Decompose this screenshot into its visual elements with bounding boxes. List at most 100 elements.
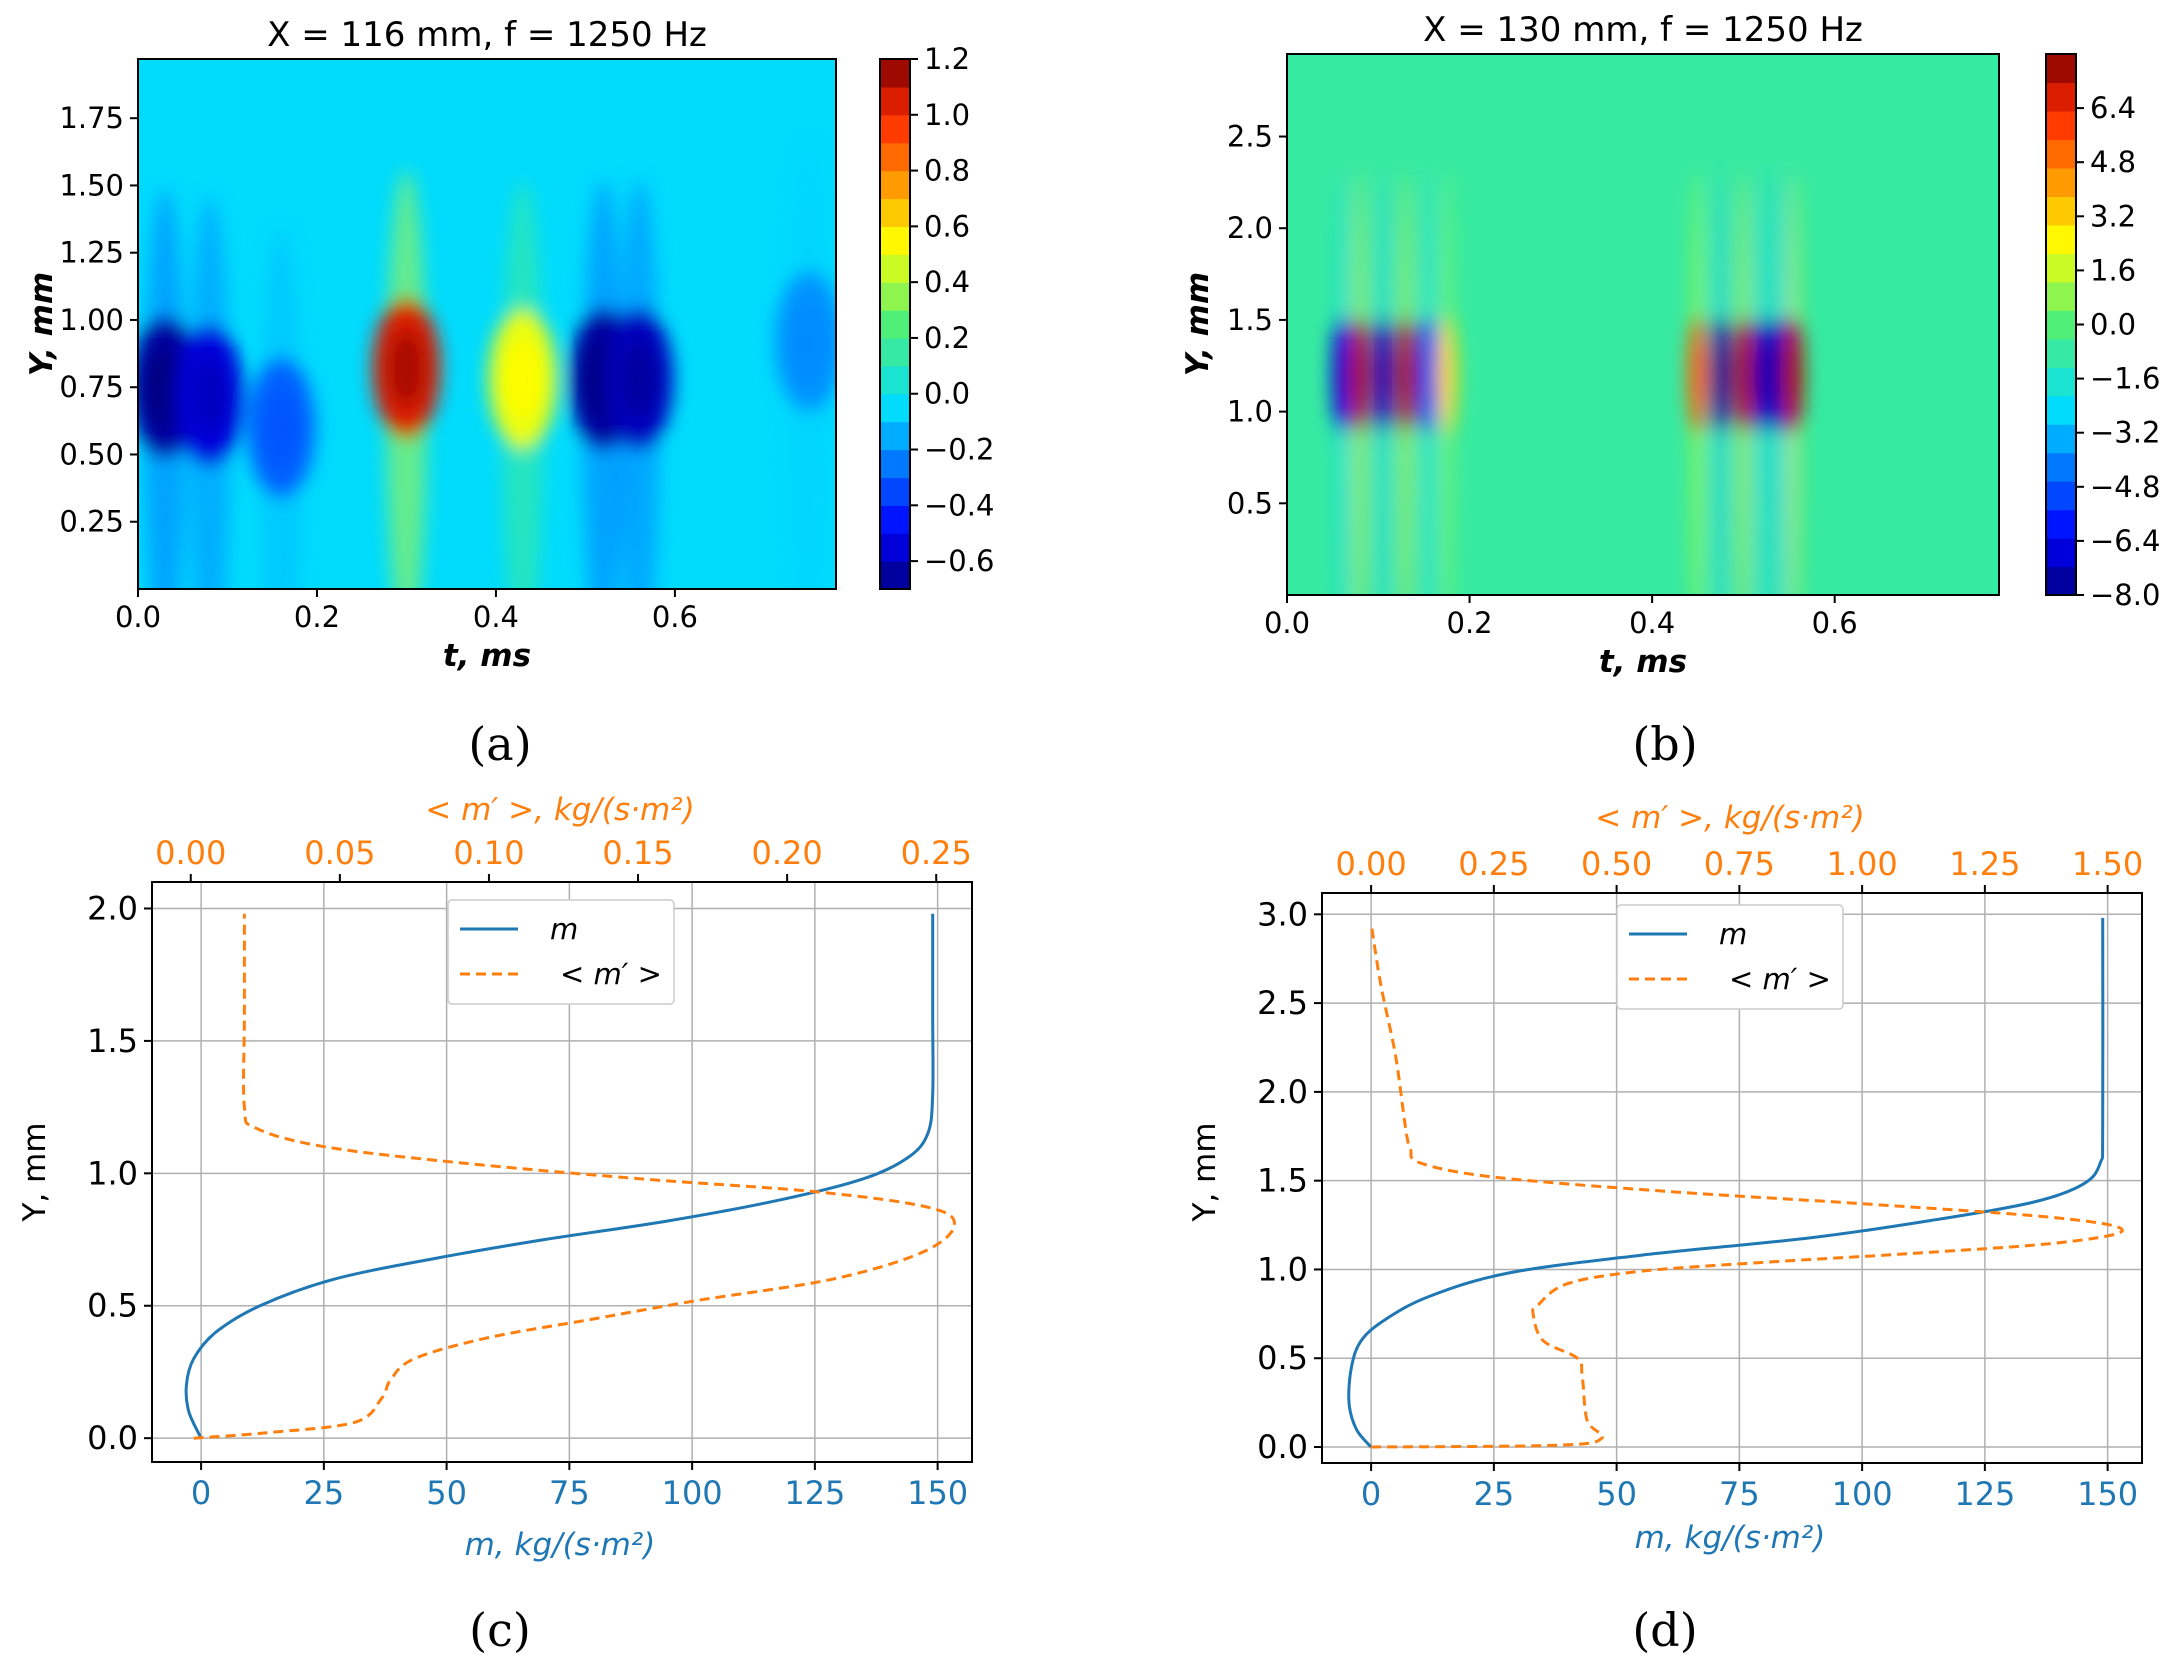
chart-d-top-xtick-label: 0.75 xyxy=(1704,845,1775,883)
chart-a-colorbar-band xyxy=(880,310,910,339)
chart-a-colorbar-label: 1.0 xyxy=(924,98,970,132)
chart-b-colorbar-label: 3.2 xyxy=(2090,199,2136,233)
chart-a-colorbar-band xyxy=(880,561,910,590)
chart-a-colorbar-band xyxy=(880,505,910,534)
chart-a-colorbar-label: 0.0 xyxy=(924,377,970,411)
chart-d-legend-label-m: m xyxy=(1719,917,1747,951)
chart-a-ytick-label: 0.75 xyxy=(59,370,124,404)
chart-b-feature-core xyxy=(1377,341,1389,408)
chart-c-series-mprime xyxy=(193,913,956,1440)
chart-a-xtick-label: 0.0 xyxy=(115,600,161,634)
chart-b-ylabel: Y, mm xyxy=(1180,272,1216,377)
chart-a-feature-core xyxy=(387,329,426,407)
chart-a-feature-core xyxy=(620,340,658,418)
chart-d-top-xtick-label: 1.25 xyxy=(1949,845,2020,883)
chart-d-xtick-label: 100 xyxy=(1832,1475,1893,1513)
chart-c-xtick-label: 100 xyxy=(662,1474,723,1512)
chart-b-xtick-label: 0.0 xyxy=(1264,606,1310,640)
chart-b-colorbar-label: 4.8 xyxy=(2090,145,2136,179)
chart-b-feature-core xyxy=(1422,341,1434,408)
chart-b-colorbar-band xyxy=(2046,481,2076,511)
chart-a-colorbar-label: −0.4 xyxy=(924,488,994,522)
chart-d-top-xtick-label: 0.00 xyxy=(1335,845,1406,883)
chart-b-colorbar-band xyxy=(2046,338,2076,368)
chart-d-legend-label-mprime: < m′ > xyxy=(1729,962,1831,996)
chart-b-xtick-label: 0.4 xyxy=(1629,606,1675,640)
chart-c-ytick-label: 0.0 xyxy=(87,1419,138,1457)
chart-d-xtick-label: 0 xyxy=(1361,1475,1381,1513)
chart-b-ytick-label: 2.5 xyxy=(1227,120,1273,154)
chart-c: 0 25 50 75 100 125 150 0.00 0.05 0.10 0.15 0.20 0.25… xyxy=(17,792,973,1657)
chart-b-colorbar-label: −6.4 xyxy=(2090,524,2160,558)
chart-c-top-xtick-label: 0.25 xyxy=(901,834,972,872)
chart-a-colorbar-band xyxy=(880,254,910,283)
chart-a-ylabel: Y, mm xyxy=(24,272,60,377)
chart-c-legend-label-mprime: < m′ > xyxy=(560,957,662,991)
chart-a-xlabel: t, ms xyxy=(443,638,531,674)
panel-label-a: (a) xyxy=(468,717,531,771)
chart-a-heatmap xyxy=(138,59,836,589)
chart-b-colorbar-band xyxy=(2046,139,2076,169)
chart-d-ytick-label: 1.0 xyxy=(1257,1250,1308,1288)
chart-c-ytick-label: 1.0 xyxy=(87,1154,138,1192)
chart-b-colorbar-band xyxy=(2046,167,2076,197)
chart-b-ytick-label: 2.0 xyxy=(1227,211,1273,245)
chart-a-colorbar-label: 0.4 xyxy=(924,265,970,299)
chart-a-feature-core xyxy=(262,389,300,467)
chart-a-ytick-label: 0.25 xyxy=(59,505,124,539)
panel-label-c: (c) xyxy=(469,1603,531,1657)
chart-c-top-xtick-label: 0.00 xyxy=(155,834,226,872)
chart-b-feature-core xyxy=(1756,341,1768,408)
chart-a-colorbar-band xyxy=(880,365,910,395)
chart-b-feature-core xyxy=(1715,341,1727,408)
chart-b-colorbar-band xyxy=(2046,281,2076,311)
chart-a-colorbar-label: 0.6 xyxy=(924,209,970,243)
chart-a-colorbar-band xyxy=(880,226,910,255)
panel-label-b: (b) xyxy=(1632,717,1697,771)
chart-c-plot-frame xyxy=(151,881,973,1463)
chart-b-colorbar-label: −1.6 xyxy=(2090,362,2160,396)
chart-b-background xyxy=(1287,54,1999,595)
chart-a-colorbar-band xyxy=(880,337,910,367)
chart-d-plot-frame xyxy=(1321,892,2143,1464)
chart-a-colorbar-band xyxy=(880,114,910,144)
chart-b-ytick-label: 1.0 xyxy=(1227,395,1273,429)
chart-d-ytick-label: 3.0 xyxy=(1257,895,1308,933)
chart-d-xlabel: m, kg/(s·m²) xyxy=(1635,1520,1826,1556)
chart-d-ytick-label: 2.5 xyxy=(1257,984,1308,1022)
chart-d-ytick-label: 0.0 xyxy=(1257,1428,1308,1466)
chart-c-ylabel: Y, mm xyxy=(17,1122,53,1222)
chart-c-xtick-label: 150 xyxy=(907,1474,968,1512)
chart-c-xtick-label: 0 xyxy=(191,1474,211,1512)
chart-c-top-xtick-label: 0.10 xyxy=(453,834,524,872)
chart-a-colorbar-band xyxy=(880,170,910,200)
chart-b-feature-core xyxy=(1441,341,1453,408)
chart-d-top-xlabel: < m′ >, kg/(s·m²) xyxy=(1595,800,1865,836)
chart-b-colorbar-label: 6.4 xyxy=(2090,91,2136,125)
chart-b-colorbar-band xyxy=(2046,82,2076,112)
chart-a-xtick-label: 0.6 xyxy=(652,600,698,634)
chart-d-top-xtick-label: 0.50 xyxy=(1581,845,1652,883)
chart-d: 0 25 50 75 100 125 150 0.00 0.25 0.50 0.75 1.00 1.25… xyxy=(1187,800,2143,1657)
chart-a-colorbar-band xyxy=(880,86,910,116)
chart-d-ylabel: Y, mm xyxy=(1187,1122,1223,1222)
chart-a-xtick-label: 0.2 xyxy=(294,600,340,634)
chart-c-legend-label-m: m xyxy=(550,912,578,946)
chart-b-title: X = 130 mm, f = 1250 Hz xyxy=(1423,10,1863,50)
chart-c-xtick-label: 75 xyxy=(549,1474,590,1512)
chart-a-colorbar-label: 1.2 xyxy=(924,42,970,76)
chart-c-ytick-label: 1.5 xyxy=(87,1022,138,1060)
chart-b-colorbar-band xyxy=(2046,395,2076,425)
chart-a-colorbar-band xyxy=(880,421,910,451)
chart-d-top-xtick-label: 1.00 xyxy=(1826,845,1897,883)
chart-a-feature-core xyxy=(146,348,184,426)
chart-a-ytick-label: 1.00 xyxy=(59,303,124,337)
chart-c-series-m xyxy=(184,913,935,1439)
chart-c-xtick-label: 50 xyxy=(426,1474,467,1512)
chart-c-ytick-label: 2.0 xyxy=(87,889,138,927)
chart-b-ytick-label: 1.5 xyxy=(1227,303,1273,337)
chart-a-colorbar-label: −0.2 xyxy=(924,433,994,467)
chart-a-feature-core xyxy=(504,340,542,418)
chart-a-ytick-label: 1.75 xyxy=(59,101,124,135)
